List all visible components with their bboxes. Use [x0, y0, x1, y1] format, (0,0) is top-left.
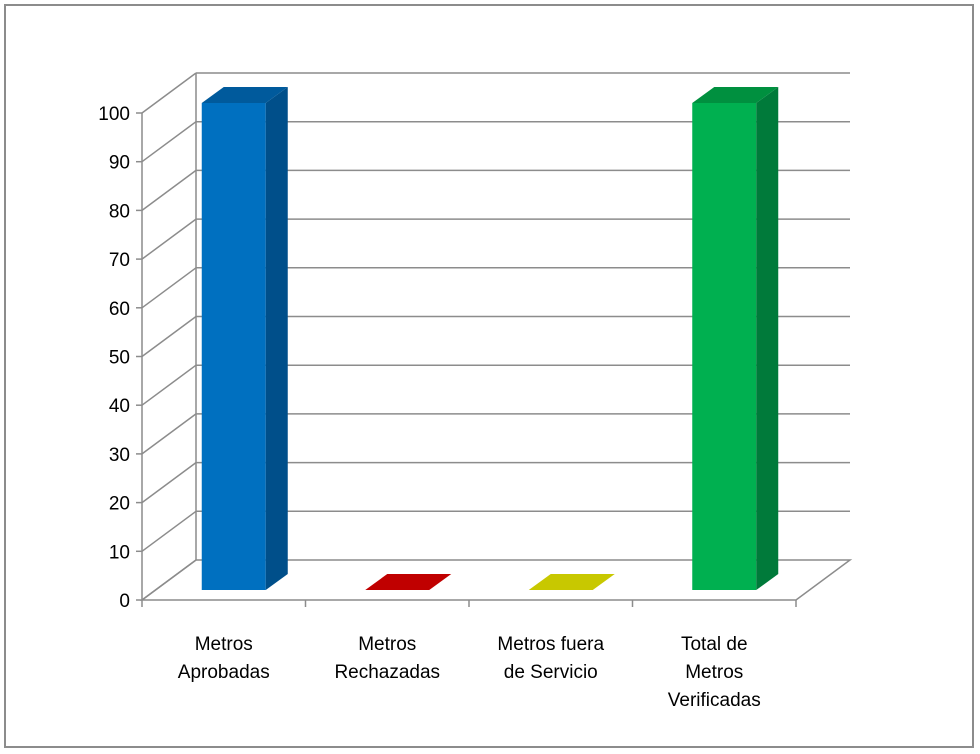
bar-side	[265, 87, 288, 590]
y-tick-label: 60	[109, 299, 130, 320]
y-tick-label: 20	[109, 494, 130, 515]
bar-top	[528, 574, 615, 590]
y-tick-label: 50	[109, 348, 130, 369]
gridline-side	[141, 72, 197, 114]
bar-top	[201, 87, 288, 103]
y-tick-label: 70	[109, 250, 130, 271]
y-tick-label: 30	[109, 445, 130, 466]
bar	[528, 574, 615, 590]
x-category-label: Total de Metros Verificadas	[668, 634, 761, 711]
bar-front	[692, 103, 757, 590]
bar	[692, 87, 779, 590]
y-tick-label: 100	[98, 104, 130, 125]
gridline-side	[141, 267, 197, 309]
y-tick-label: 40	[109, 396, 130, 417]
y-tick-label: 10	[109, 542, 130, 563]
bar-side	[756, 87, 779, 590]
bar-front	[201, 103, 266, 590]
bar	[201, 87, 288, 590]
x-category-label: Metros Rechazadas	[334, 634, 440, 683]
bar-top	[692, 87, 779, 103]
gridline-side	[141, 364, 197, 406]
chart-frame	[4, 4, 974, 748]
gridline-side	[141, 559, 197, 601]
gridline-side	[141, 510, 197, 552]
bar-top	[365, 574, 452, 590]
x-category-label: Metros Aprobadas	[178, 634, 270, 683]
y-tick-label: 90	[109, 153, 130, 174]
gridline-side	[141, 315, 197, 358]
x-category-label: Metros fuera de Servicio	[497, 634, 604, 683]
bar	[365, 574, 452, 590]
y-tick-label: 0	[119, 591, 130, 612]
y-tick-label: 80	[109, 201, 130, 222]
gridline-side	[141, 461, 197, 504]
gridline-side	[141, 218, 197, 260]
gridline-side	[141, 121, 197, 163]
gridline-side	[141, 169, 197, 212]
gridline-side	[141, 413, 197, 455]
